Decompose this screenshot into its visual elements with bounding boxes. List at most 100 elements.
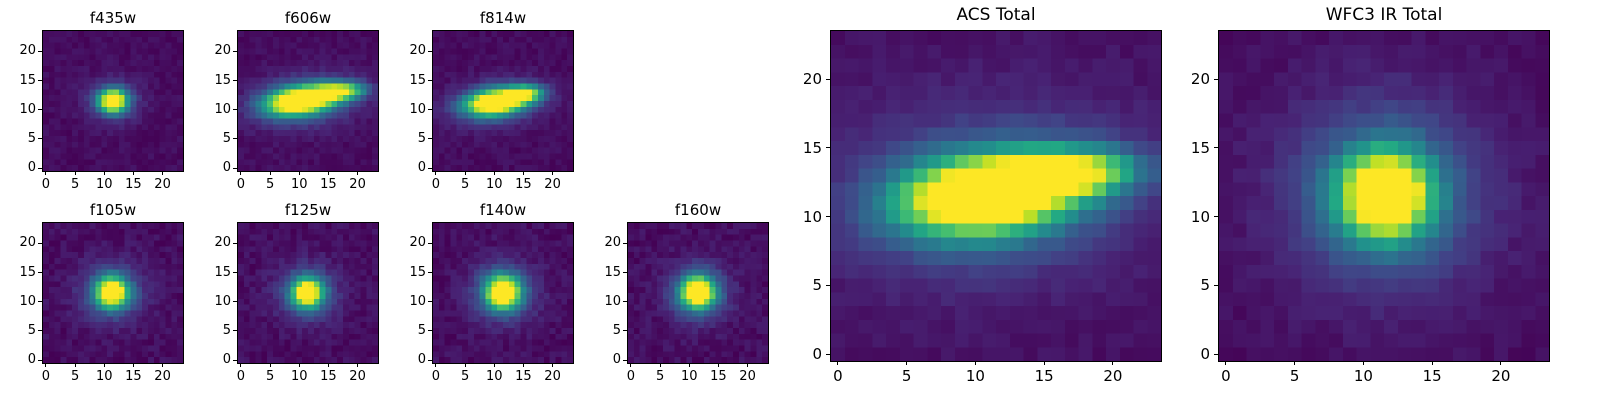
y-tick-label: 15 (604, 264, 621, 280)
x-tick-mark (298, 363, 300, 367)
x-tick-mark (493, 171, 495, 175)
y-tick-label: 10 (802, 207, 822, 226)
x-tick-label: 10 (95, 369, 113, 384)
y-tick-label: 5 (417, 322, 426, 338)
heatmap-f125w (238, 223, 378, 363)
x-tick-mark (74, 363, 76, 367)
y-tick-mark (233, 330, 237, 332)
x-tick-label: 20 (544, 369, 561, 384)
x-tick-mark (1431, 361, 1433, 365)
x-tick-mark (464, 171, 466, 175)
y-tick-mark (38, 109, 42, 111)
x-tick-label: 10 (485, 177, 503, 192)
x-tick-mark (45, 363, 47, 367)
y-tick-label: 5 (222, 130, 231, 146)
x-tick-label: 0 (626, 369, 636, 384)
y-tick-mark (1214, 353, 1218, 355)
panel-title: f125w (284, 201, 332, 219)
x-tick-label: 20 (1103, 367, 1123, 385)
x-tick-label: 0 (431, 369, 441, 384)
y-tick-label: 0 (417, 160, 426, 176)
y-tick-mark (1214, 78, 1218, 80)
y-tick-mark (428, 109, 432, 111)
y-tick-mark (623, 272, 627, 274)
x-tick-mark (327, 363, 329, 367)
x-tick-label: 10 (95, 177, 113, 192)
y-tick-mark (826, 353, 830, 355)
x-tick-mark (974, 361, 976, 365)
x-tick-label: 10 (1353, 367, 1373, 385)
heatmap-wfc3-ir-total (1219, 31, 1549, 361)
y-tick-label: 10 (19, 101, 36, 117)
y-tick-label: 20 (802, 70, 822, 89)
y-tick-label: 20 (409, 43, 426, 59)
y-tick-label: 5 (417, 130, 426, 146)
y-tick-label: 5 (27, 322, 36, 338)
x-tick-label: 5 (70, 177, 80, 192)
x-tick-mark (1362, 361, 1364, 365)
panel-title: WFC3 IR Total (1325, 5, 1443, 25)
x-tick-mark (357, 171, 359, 175)
y-tick-label: 15 (409, 72, 426, 88)
panel-f125w: f125w 0 5 10 15 20 0 5 10 15 20 (214, 201, 379, 384)
x-tick-label: 0 (236, 369, 246, 384)
y-tick-mark (38, 80, 42, 82)
x-tick-label: 15 (1422, 367, 1442, 385)
y-tick-mark (38, 359, 42, 361)
y-tick-label: 20 (214, 43, 231, 59)
x-tick-label: 10 (965, 367, 985, 385)
y-tick-label: 15 (409, 264, 426, 280)
y-tick-mark (428, 359, 432, 361)
panel-acs-total: ACS Total 0 5 10 15 20 0 5 10 15 20 (803, 5, 1162, 385)
y-tick-label: 15 (19, 264, 36, 280)
y-tick-mark (428, 167, 432, 169)
x-tick-label: 5 (265, 369, 275, 384)
y-tick-label: 15 (214, 264, 231, 280)
x-tick-mark (659, 363, 661, 367)
y-tick-mark (428, 50, 432, 52)
y-tick-mark (428, 272, 432, 274)
x-tick-label: 0 (41, 369, 51, 384)
x-tick-label: 5 (265, 177, 275, 192)
panel-f140w: f140w 0 5 10 15 20 0 5 10 15 20 (409, 201, 574, 384)
y-tick-mark (623, 330, 627, 332)
x-tick-label: 0 (236, 177, 246, 192)
x-tick-label: 10 (485, 369, 503, 384)
y-tick-mark (233, 80, 237, 82)
heatmap-f814w (433, 31, 573, 171)
y-tick-label: 20 (604, 235, 621, 251)
x-tick-mark (837, 361, 839, 365)
x-tick-label: 15 (125, 369, 142, 384)
y-tick-label: 0 (222, 352, 231, 368)
x-tick-mark (103, 171, 105, 175)
panel-f606w: f606w 0 5 10 15 20 0 5 10 15 20 (214, 9, 379, 192)
x-tick-mark (269, 363, 271, 367)
heatmap-f606w (238, 31, 378, 171)
panel-f814w: f814w 0 5 10 15 20 0 5 10 15 20 (409, 9, 574, 192)
y-tick-mark (38, 301, 42, 303)
x-tick-label: 20 (349, 369, 366, 384)
x-tick-mark (45, 171, 47, 175)
y-tick-label: 20 (19, 235, 36, 251)
y-tick-mark (623, 301, 627, 303)
y-tick-mark (1214, 147, 1218, 149)
panel-f105w: f105w 0 5 10 15 20 0 5 10 15 20 (19, 201, 184, 384)
y-tick-label: 5 (612, 322, 621, 338)
x-tick-mark (269, 171, 271, 175)
x-tick-mark (552, 171, 554, 175)
x-tick-label: 5 (460, 177, 470, 192)
y-tick-label: 0 (222, 160, 231, 176)
panel-title: f814w (479, 9, 527, 27)
y-tick-label: 20 (214, 235, 231, 251)
x-tick-label: 0 (1221, 367, 1231, 385)
x-tick-label: 15 (125, 177, 142, 192)
y-tick-label: 20 (1190, 70, 1210, 89)
y-tick-label: 20 (19, 43, 36, 59)
x-tick-mark (357, 363, 359, 367)
y-tick-label: 10 (409, 101, 426, 117)
x-tick-label: 20 (1491, 367, 1511, 385)
y-tick-label: 5 (222, 322, 231, 338)
y-tick-mark (233, 109, 237, 111)
x-tick-label: 5 (655, 369, 665, 384)
